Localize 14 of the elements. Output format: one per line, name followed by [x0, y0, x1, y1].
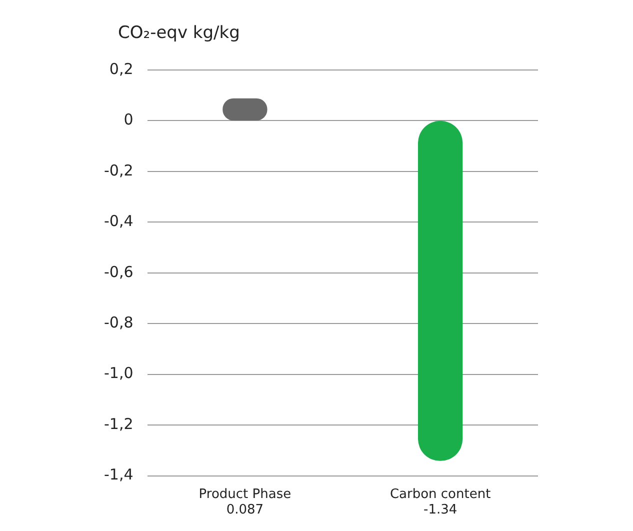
y-axis-title: CO₂-eqv kg/kg [118, 23, 240, 43]
y-tick-label: 0,2 [109, 60, 134, 78]
y-tick-label: -0,2 [104, 161, 134, 180]
x-tick-label: Product Phase [198, 486, 292, 502]
y-tick-label: -1,0 [104, 364, 134, 382]
y-tick-label: -1,2 [104, 414, 134, 433]
data-label: -1.34 [423, 502, 458, 518]
y-tick-label: -0,8 [104, 314, 134, 332]
x-tick-label: Carbon content [390, 486, 491, 502]
y-tick-label: 0 [124, 110, 134, 129]
data-label: 0.087 [226, 502, 264, 518]
y-tick-label: -1,4 [104, 466, 134, 484]
y-tick-label: -0,6 [104, 262, 134, 281]
y-tick-label: -0,4 [104, 212, 134, 230]
